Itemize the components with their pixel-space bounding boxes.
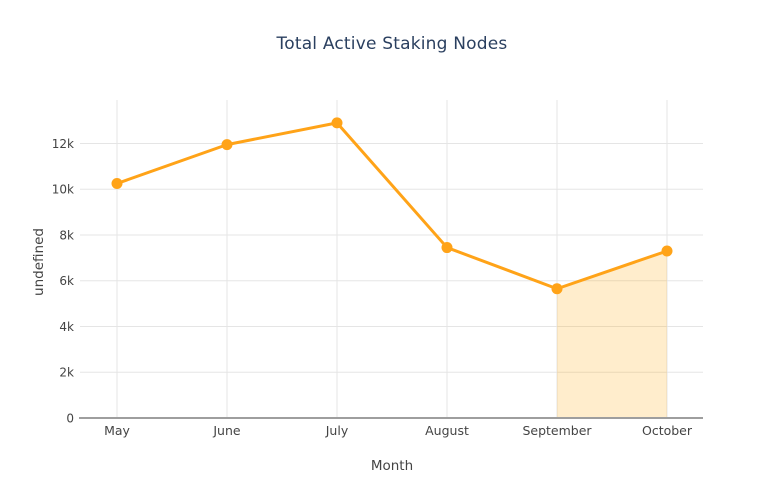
data-point-august[interactable]: [441, 242, 453, 254]
data-point-october[interactable]: [661, 245, 673, 257]
x-tick-label: May: [104, 423, 130, 438]
chart-title: Total Active Staking Nodes: [276, 34, 508, 54]
data-point-september[interactable]: [551, 283, 563, 295]
y-tick-label: 8k: [59, 228, 74, 242]
x-tick-label: August: [425, 423, 469, 438]
series-line[interactable]: [115, 121, 669, 291]
x-tick-label: September: [522, 423, 592, 438]
data-point-july[interactable]: [331, 117, 343, 129]
x-tick-label: July: [325, 423, 349, 438]
y-tick-label: 4k: [59, 320, 74, 334]
x-tick-label: October: [642, 423, 693, 438]
y-tick-label: 12k: [52, 137, 74, 151]
highlight-area-fill: [557, 250, 667, 418]
y-tick-label: 10k: [52, 183, 74, 197]
data-point-may[interactable]: [111, 178, 123, 190]
y-tick-label: 2k: [59, 366, 74, 380]
y-tick-label: 6k: [59, 274, 74, 288]
x-axis-title: Month: [370, 458, 414, 474]
y-tick-label: 0: [66, 412, 74, 426]
x-tick-label: June: [212, 423, 241, 438]
data-point-june[interactable]: [221, 139, 233, 151]
